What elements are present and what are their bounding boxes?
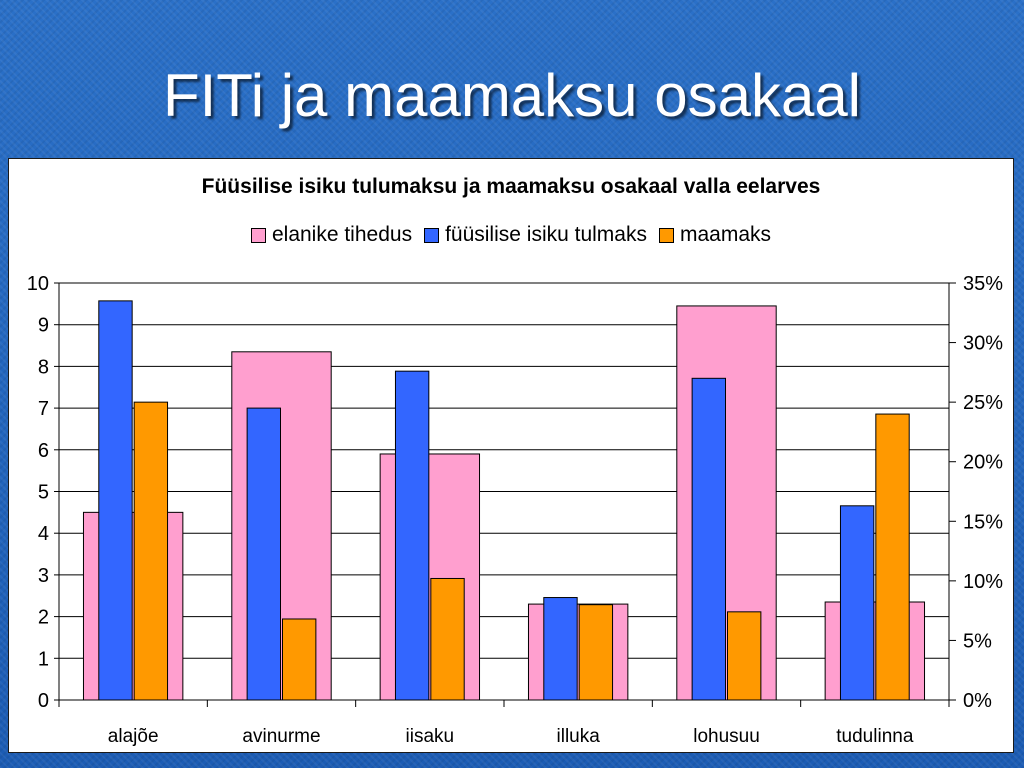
- legend-swatch-blue: [424, 227, 440, 243]
- legend-swatch-pink: [250, 227, 266, 243]
- tick-label-right: 30%: [963, 333, 1003, 355]
- chart-legend: elanike tihedus füüsilise isiku tulmaks …: [9, 223, 1013, 247]
- tick-label-left: 2: [38, 607, 49, 629]
- tick-label-left: 7: [38, 398, 49, 420]
- tick-label-left: 8: [38, 356, 49, 378]
- category-label: iisaku: [406, 726, 455, 747]
- chart-title: Füüsilise isiku tulumaksu ja maamaksu os…: [201, 175, 821, 198]
- bar-maamaks: [875, 413, 910, 701]
- bar-fyysilise-isiku-tulmaks: [839, 505, 875, 701]
- legend-swatch-orange: [658, 227, 674, 243]
- legend-item-elanike-tihedus: elanike tihedus: [250, 223, 413, 247]
- slide-title: FITi ja maamaksu osakaal: [162, 62, 862, 129]
- tick-label-left: 6: [38, 440, 49, 462]
- chart-plot: 0 1 2 3 4 5 6 7 8 9 10 0% 5% 10% 15% 20% 25% 30% 35% alajõe…: [27, 273, 1003, 747]
- category-label: tudulinna: [836, 726, 914, 747]
- tick-label-right: 10%: [963, 571, 1003, 593]
- tick-label-left: 5: [38, 482, 49, 504]
- tick-label-right: 5%: [963, 630, 992, 652]
- legend-item-maamaks: maamaks: [658, 223, 772, 247]
- category-label: alajõe: [108, 726, 159, 747]
- tick-label-left: 1: [38, 648, 49, 670]
- tick-label-right: 35%: [963, 273, 1003, 295]
- chart-frame: 0 1 2 3 4 5 6 7 8 9 10 0% 5% 10% 15% 20% 25% 30% 35% alajõe…: [8, 158, 1014, 753]
- bar-fyysilise-isiku-tulmaks: [691, 377, 726, 701]
- legend-label: maamaks: [679, 223, 772, 246]
- tick-label-left: 0: [38, 690, 49, 712]
- category-label: illuka: [557, 726, 601, 747]
- bar-maamaks: [727, 611, 762, 701]
- legend-item-fyysilise-isiku-tulmaks: füüsilise isiku tulmaks: [424, 223, 647, 247]
- bar-maamaks: [430, 577, 465, 701]
- bar-maamaks: [133, 401, 169, 701]
- bar-fyysilise-isiku-tulmaks: [98, 300, 133, 701]
- tick-label-right: 25%: [963, 392, 1003, 414]
- bar-maamaks: [282, 618, 317, 701]
- bar-maamaks: [578, 604, 614, 701]
- tick-label-right: 0%: [963, 690, 992, 712]
- tick-label-left: 9: [38, 315, 49, 337]
- legend-label: elanike tihedus: [271, 223, 413, 246]
- tick-label-right: 20%: [963, 452, 1003, 474]
- tick-label-left: 10: [27, 273, 49, 295]
- bar-fyysilise-isiku-tulmaks: [246, 407, 281, 701]
- tick-label-left: 4: [38, 523, 49, 545]
- category-label: lohusuu: [693, 726, 760, 747]
- legend-label: füüsilise isiku tulmaks: [445, 223, 647, 246]
- bar-fyysilise-isiku-tulmaks: [394, 370, 430, 701]
- tick-label-right: 15%: [963, 511, 1003, 533]
- category-label: avinurme: [242, 726, 320, 747]
- bar-fyysilise-isiku-tulmaks: [543, 597, 578, 701]
- tick-label-left: 3: [38, 565, 49, 587]
